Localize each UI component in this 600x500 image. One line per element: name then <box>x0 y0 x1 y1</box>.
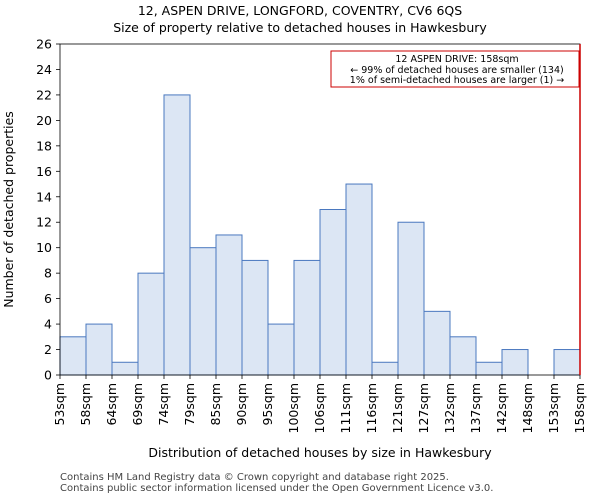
y-tick-label: 26 <box>36 37 52 52</box>
y-tick-label: 4 <box>44 317 52 332</box>
x-tick-label: 153sqm <box>546 383 561 433</box>
x-tick-label: 142sqm <box>494 383 509 433</box>
y-tick-label: 10 <box>36 240 52 255</box>
x-tick-label: 58sqm <box>78 383 93 426</box>
x-tick-label: 132sqm <box>442 383 457 433</box>
x-tick-label: 137sqm <box>468 383 483 433</box>
x-tick-label: 106sqm <box>312 383 327 433</box>
histogram-bar <box>553 349 581 376</box>
y-axis-label: Number of detached properties <box>1 111 16 308</box>
histogram-bar <box>111 361 139 376</box>
x-tick-label: 116sqm <box>364 383 379 433</box>
x-tick-label: 64sqm <box>104 383 119 426</box>
y-tick-label: 0 <box>44 368 52 383</box>
annotation-line-1: 12 ASPEN DRIVE: 158sqm <box>395 54 518 65</box>
x-tick-label: 85sqm <box>208 383 223 426</box>
x-tick-label: 69sqm <box>130 383 145 426</box>
x-tick-label: 90sqm <box>234 383 249 426</box>
x-tick-label: 74sqm <box>156 383 171 426</box>
y-tick-label: 6 <box>44 291 52 306</box>
histogram-bar <box>397 221 425 376</box>
histogram-bar <box>449 336 477 376</box>
histogram-bar <box>319 209 347 376</box>
y-tick-label: 8 <box>44 266 52 281</box>
x-tick-label: 79sqm <box>182 383 197 426</box>
x-tick-label: 111sqm <box>338 383 353 433</box>
annotation-box: 12 ASPEN DRIVE: 158sqm ← 99% of detached… <box>330 50 580 88</box>
histogram-bar <box>293 259 321 376</box>
histogram-bar <box>267 323 295 376</box>
y-tick-label: 22 <box>36 87 52 102</box>
y-tick-label: 24 <box>36 62 52 77</box>
histogram-bar <box>189 247 217 376</box>
x-tick-label: 100sqm <box>286 383 301 433</box>
histogram-bar <box>345 183 373 376</box>
histogram-bar <box>59 336 87 376</box>
histogram-bar <box>475 361 503 376</box>
chart-subtitle: Size of property relative to detached ho… <box>113 20 487 35</box>
y-tick-label: 14 <box>36 189 52 204</box>
histogram-bar <box>215 234 243 376</box>
footer-copyright: Contains HM Land Registry data © Crown c… <box>60 472 449 483</box>
x-tick-label: 158sqm <box>572 383 587 433</box>
x-tick-label: 127sqm <box>416 383 431 433</box>
y-tick-label: 12 <box>36 215 52 230</box>
footer-licence: Contains public sector information licen… <box>60 483 494 494</box>
y-tick-label: 20 <box>36 113 52 128</box>
x-tick-label: 148sqm <box>520 383 535 433</box>
y-tick-label: 18 <box>36 138 52 153</box>
histogram-bar <box>137 272 165 376</box>
histogram-bar <box>241 259 269 376</box>
annotation-line-3: 1% of semi-detached houses are larger (1… <box>350 75 564 86</box>
x-tick-label: 95sqm <box>260 383 275 426</box>
histogram-bar <box>501 349 529 376</box>
histogram-bar <box>371 361 399 376</box>
x-axis-label: Distribution of detached houses by size … <box>148 445 492 460</box>
annotation-line-2: ← 99% of detached houses are smaller (13… <box>350 65 563 76</box>
x-tick-label: 53sqm <box>52 383 67 426</box>
chart-title: 12, ASPEN DRIVE, LONGFORD, COVENTRY, CV6… <box>137 3 463 18</box>
y-tick-label: 2 <box>44 342 52 357</box>
annotation-frame <box>330 50 580 88</box>
y-tick-label: 16 <box>36 164 52 179</box>
histogram-bar <box>163 94 191 376</box>
x-tick-label: 121sqm <box>390 383 405 433</box>
histogram-bar <box>85 323 113 376</box>
histogram-bar <box>423 310 451 376</box>
